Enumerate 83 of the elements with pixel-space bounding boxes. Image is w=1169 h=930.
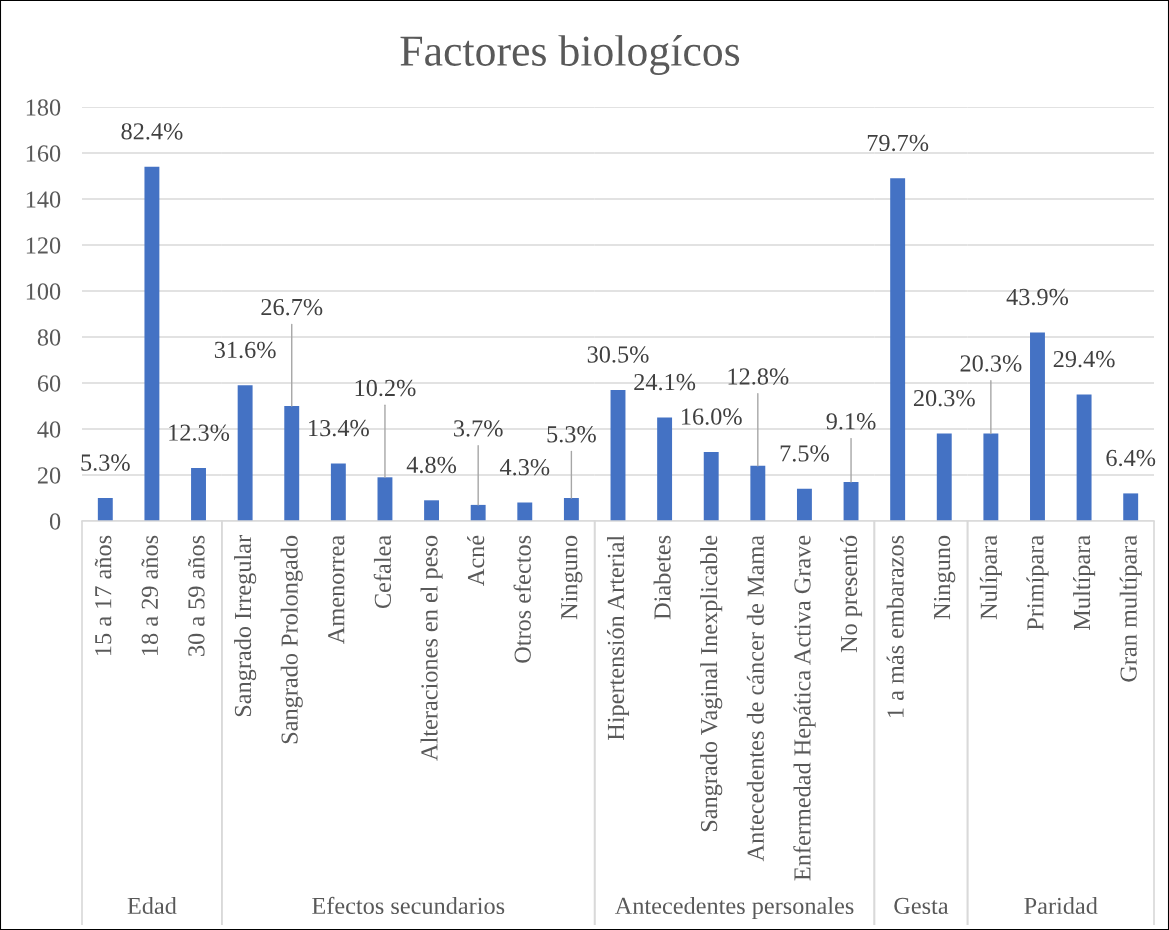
annotation: 82.4% xyxy=(121,123,183,140)
x-tick-label: Otros efectos xyxy=(513,535,531,663)
x-axis-title: Paridad xyxy=(1024,896,1098,915)
x-tick-label: Diabetes xyxy=(653,535,671,620)
y-tick-label: 140 xyxy=(26,191,61,208)
x-tick-label: Hipertensión Arterial xyxy=(606,535,630,741)
bar xyxy=(983,433,999,521)
x-axis-title: Antecedentes personales xyxy=(614,896,854,920)
x-tick-label: Ninguno xyxy=(561,535,583,620)
bar xyxy=(1030,332,1045,521)
annotation: 26.7% xyxy=(261,298,323,316)
bar xyxy=(563,498,579,521)
annotation: 31.6% xyxy=(214,341,276,359)
annotation: 20.3% xyxy=(913,389,975,407)
annotation: 9.1% xyxy=(826,413,876,430)
bar xyxy=(843,481,859,521)
annotation: 43.9% xyxy=(1006,288,1069,306)
x-axis-title: Edad xyxy=(127,896,177,915)
annotation: 30.5% xyxy=(587,346,649,363)
bar xyxy=(517,502,533,521)
x-tick-label: Enfermedad Hepática Activa Grave xyxy=(793,535,816,881)
x-tick-label: Alteraciones en el peso xyxy=(420,535,443,761)
annotation: 29.4% xyxy=(1053,350,1115,368)
annotation: 3.7% xyxy=(454,420,503,437)
annotation: 24.1% xyxy=(634,373,696,391)
annotation: 5.3% xyxy=(547,426,596,443)
bar xyxy=(284,406,300,521)
x-tick-label: Sangrado Irregular xyxy=(234,535,257,717)
y-tick-label: 180 xyxy=(26,99,61,116)
x-tick-label: 30 a 59 años xyxy=(187,535,205,656)
bar xyxy=(657,417,673,521)
annotation: 6.4% xyxy=(1106,449,1156,467)
annotation: 12.3% xyxy=(169,424,230,441)
annotation: 4.8% xyxy=(406,456,457,474)
bar xyxy=(796,488,812,521)
bar xyxy=(330,463,346,521)
y-tick-label: 20 xyxy=(37,467,61,484)
y-tick-label: 0 xyxy=(49,513,61,530)
annotation: 20.3% xyxy=(960,355,1022,372)
bar xyxy=(237,385,253,521)
y-tick-label: 60 xyxy=(37,375,61,392)
x-tick-label: Primípara xyxy=(1026,535,1049,631)
x-tick-label: Sangrado Vaginal Inexplicable xyxy=(700,535,723,832)
x-tick-label: Amenorrea xyxy=(328,535,345,644)
bar xyxy=(97,498,113,521)
y-tick-label: 120 xyxy=(26,237,61,254)
bar xyxy=(470,504,486,521)
x-tick-label: Cefalea xyxy=(373,535,392,609)
bar xyxy=(191,468,206,521)
x-tick-label: Antecedentes de cáncer de Mama xyxy=(746,535,764,862)
x-tick-label: 1 a más embarazos xyxy=(886,535,904,717)
x-axis-title: Gesta xyxy=(894,897,949,915)
annotation: 79.7% xyxy=(867,134,929,152)
bar xyxy=(1123,493,1139,521)
annotation: 16.0% xyxy=(681,408,742,425)
annotation: 12.8% xyxy=(728,368,789,385)
x-tick-label: Nulípara xyxy=(979,535,1002,620)
bar xyxy=(377,477,393,521)
bar xyxy=(1076,394,1092,521)
annotation: 7.5% xyxy=(780,445,829,462)
annotation: 5.3% xyxy=(81,454,130,471)
bar xyxy=(144,166,160,521)
y-tick-label: 160 xyxy=(26,145,61,162)
bar xyxy=(424,500,440,521)
bar xyxy=(610,389,626,521)
annotation: 4.3% xyxy=(499,458,550,476)
annotation: 10.2% xyxy=(355,379,416,397)
x-tick-label: 15 a 17 años xyxy=(94,535,112,655)
y-tick-label: 80 xyxy=(37,329,61,346)
x-tick-label: Acné xyxy=(467,535,485,586)
y-tick-label: 40 xyxy=(37,421,61,438)
x-tick-label: Sangrado Prolongado xyxy=(280,535,303,744)
x-tick-label: 18 a 29 años xyxy=(141,535,158,655)
chart-title: Factores biologícos xyxy=(400,35,740,75)
x-tick-label: Ninguno xyxy=(933,535,956,620)
x-tick-label: Gran multípara xyxy=(1119,535,1142,682)
x-tick-label: Multípara xyxy=(1073,535,1096,631)
y-tick-label: 100 xyxy=(26,283,61,300)
bar xyxy=(750,465,766,521)
annotation: 13.4% xyxy=(309,419,369,437)
x-axis-title: Efectos secundarios xyxy=(312,896,505,915)
bar xyxy=(703,452,719,521)
x-tick-label: No presentó xyxy=(840,535,863,653)
